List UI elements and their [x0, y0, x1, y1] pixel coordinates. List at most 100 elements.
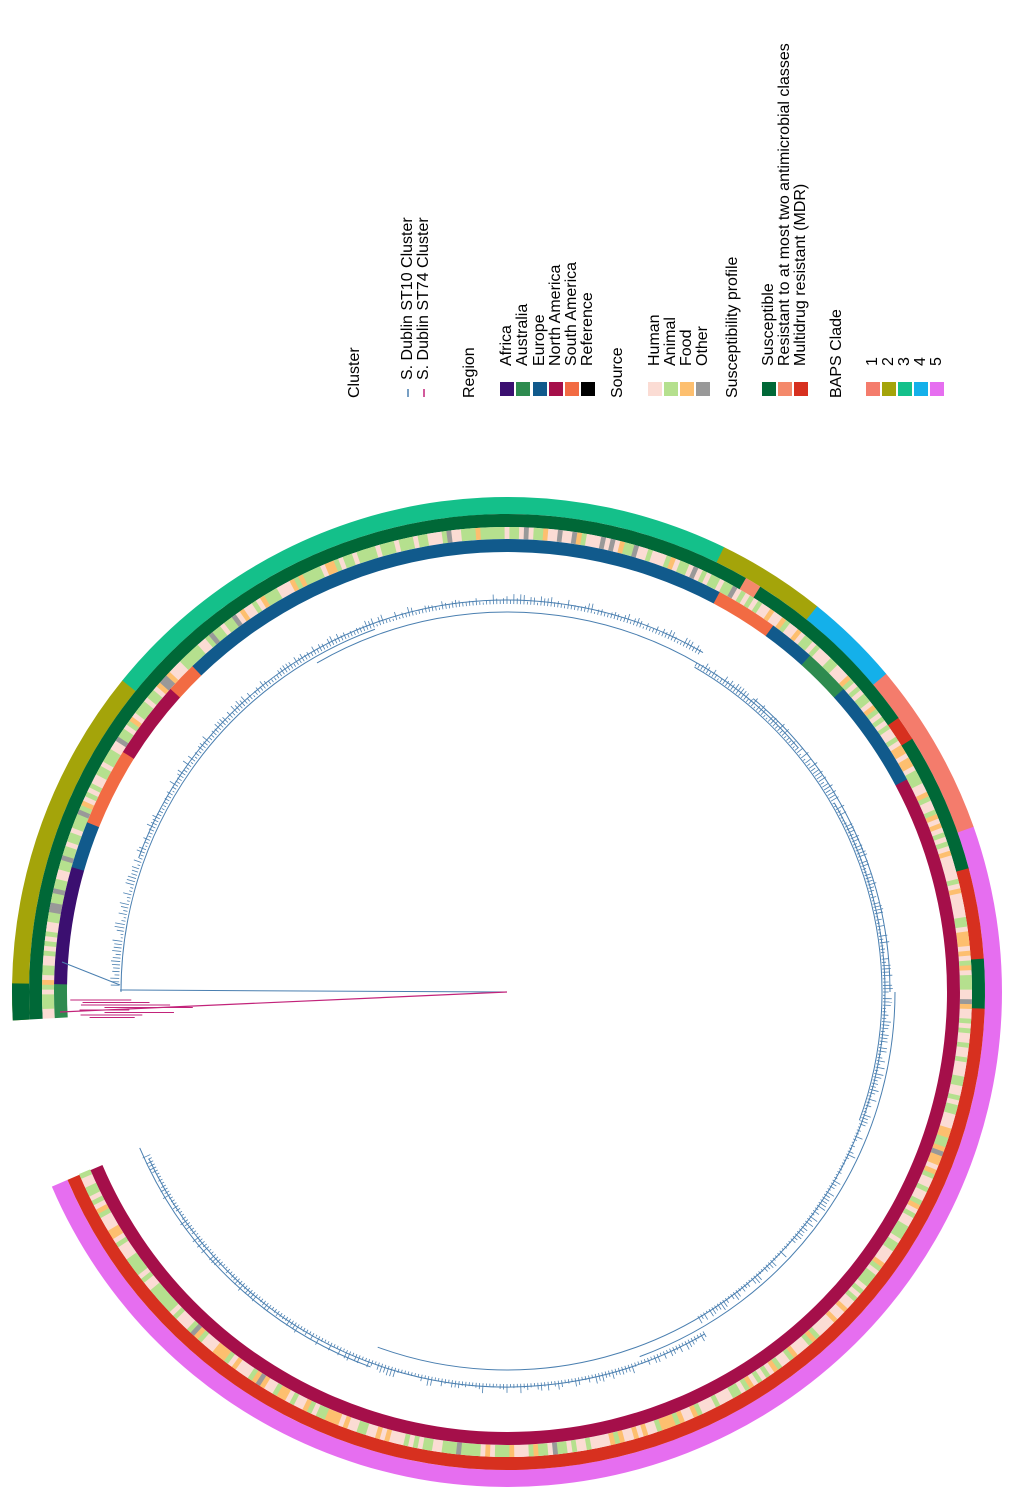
tree-tip [612, 1370, 615, 1379]
legend-swatch [794, 382, 808, 396]
tree-tip [232, 712, 235, 715]
tree-tip [631, 1364, 634, 1373]
tree-tip [432, 605, 433, 611]
tree-tip [551, 597, 552, 606]
tree-tip [255, 691, 258, 695]
tree-tip [344, 1349, 345, 1351]
tree-tip [117, 930, 124, 931]
tree-tip [148, 836, 151, 837]
tree-tip [327, 645, 328, 647]
tree-tip [354, 632, 355, 635]
tree-tip [309, 1331, 311, 1334]
tree-tip [695, 645, 699, 652]
legend-label: 3 [896, 357, 913, 366]
tree-tip [182, 1214, 184, 1215]
tree-tip [327, 639, 331, 646]
tree-tip [127, 879, 135, 881]
ring-segment [42, 1008, 54, 1014]
ring-segment [67, 1073, 977, 1470]
tree-tip [878, 1054, 881, 1055]
tree-tip [268, 681, 271, 684]
ring-segment [960, 970, 972, 976]
ring-segment [500, 527, 505, 539]
legend-swatch [581, 382, 595, 396]
tree-tip [873, 1077, 881, 1079]
legend-swatch [549, 382, 563, 396]
legend-label: 2 [880, 357, 897, 366]
tree-tip [749, 1280, 750, 1282]
ring-segment [960, 999, 972, 1004]
tree-tip [393, 1368, 396, 1377]
tree-tip [141, 855, 144, 856]
tree-tip [402, 613, 404, 619]
legend-label: South America [563, 262, 580, 366]
tree-tip [875, 1070, 878, 1071]
tree-tip [638, 1362, 639, 1365]
tree-tip [822, 784, 828, 788]
ring-segment [960, 975, 972, 981]
tree-tip [872, 901, 874, 902]
tree-branch [753, 699, 890, 992]
tree-tip [131, 874, 137, 876]
tree-tip [128, 876, 136, 878]
tree-tip [441, 1379, 442, 1387]
tree-tip [611, 613, 613, 619]
legend-title: Susceptibility profile [724, 257, 741, 399]
tree-tip [162, 808, 165, 809]
tree-tip [882, 969, 890, 970]
legend-swatch [565, 382, 579, 396]
tree-tip [248, 699, 250, 702]
tree-tip [720, 679, 722, 682]
legend-swatch [533, 382, 547, 396]
tree-tip [325, 1340, 326, 1342]
tree-tip [120, 903, 129, 905]
tree-tip [784, 736, 786, 738]
tree-tip [254, 695, 255, 697]
tree-tip [375, 1362, 376, 1364]
legend-label: Multidrug resistant (MDR) [792, 184, 809, 366]
tree-tip [211, 1252, 213, 1254]
legend-label: Africa [498, 325, 515, 366]
tree-tip [875, 917, 877, 918]
tree-tip [797, 748, 803, 753]
tree-tip [465, 1382, 466, 1387]
ring-segment [509, 1445, 514, 1457]
legend-swatch [664, 382, 678, 396]
tree-tip [541, 596, 542, 605]
tree-tip [680, 642, 681, 645]
tree-tip [568, 1379, 569, 1383]
tree-tip [476, 598, 477, 605]
tree-tip [458, 1381, 459, 1388]
tree-tip [451, 1380, 452, 1387]
tree-tip [829, 795, 835, 798]
tree-tip [644, 1359, 645, 1362]
ring-segment [52, 827, 1002, 1487]
tree-tip [876, 919, 882, 920]
ring-segment [514, 1445, 519, 1457]
tree-tip [274, 678, 276, 681]
tree-tip [775, 726, 778, 728]
legend-title: BAPS Clade [828, 309, 845, 398]
tree-tip [712, 670, 716, 677]
ring-segment [960, 994, 972, 999]
tree-tip [842, 820, 844, 821]
tree-tip [882, 959, 889, 960]
ring-segment [42, 999, 54, 1004]
tree-tip [129, 891, 132, 892]
tree-tip [422, 609, 423, 613]
tree-tip [178, 770, 185, 775]
tree-branch [120, 990, 507, 992]
legend-title: Source [609, 347, 626, 398]
tree-tip [571, 606, 572, 610]
tree-tip [877, 926, 884, 927]
tree-tip [763, 715, 765, 717]
legend-label: Other [694, 325, 711, 366]
tree-tip [601, 609, 603, 615]
tree-tip [877, 1057, 882, 1058]
tree-tip [651, 1357, 652, 1359]
ring-segment [490, 1445, 496, 1457]
tree-tip [709, 672, 711, 675]
tree-branch [62, 962, 120, 985]
legend-swatch [696, 382, 710, 396]
